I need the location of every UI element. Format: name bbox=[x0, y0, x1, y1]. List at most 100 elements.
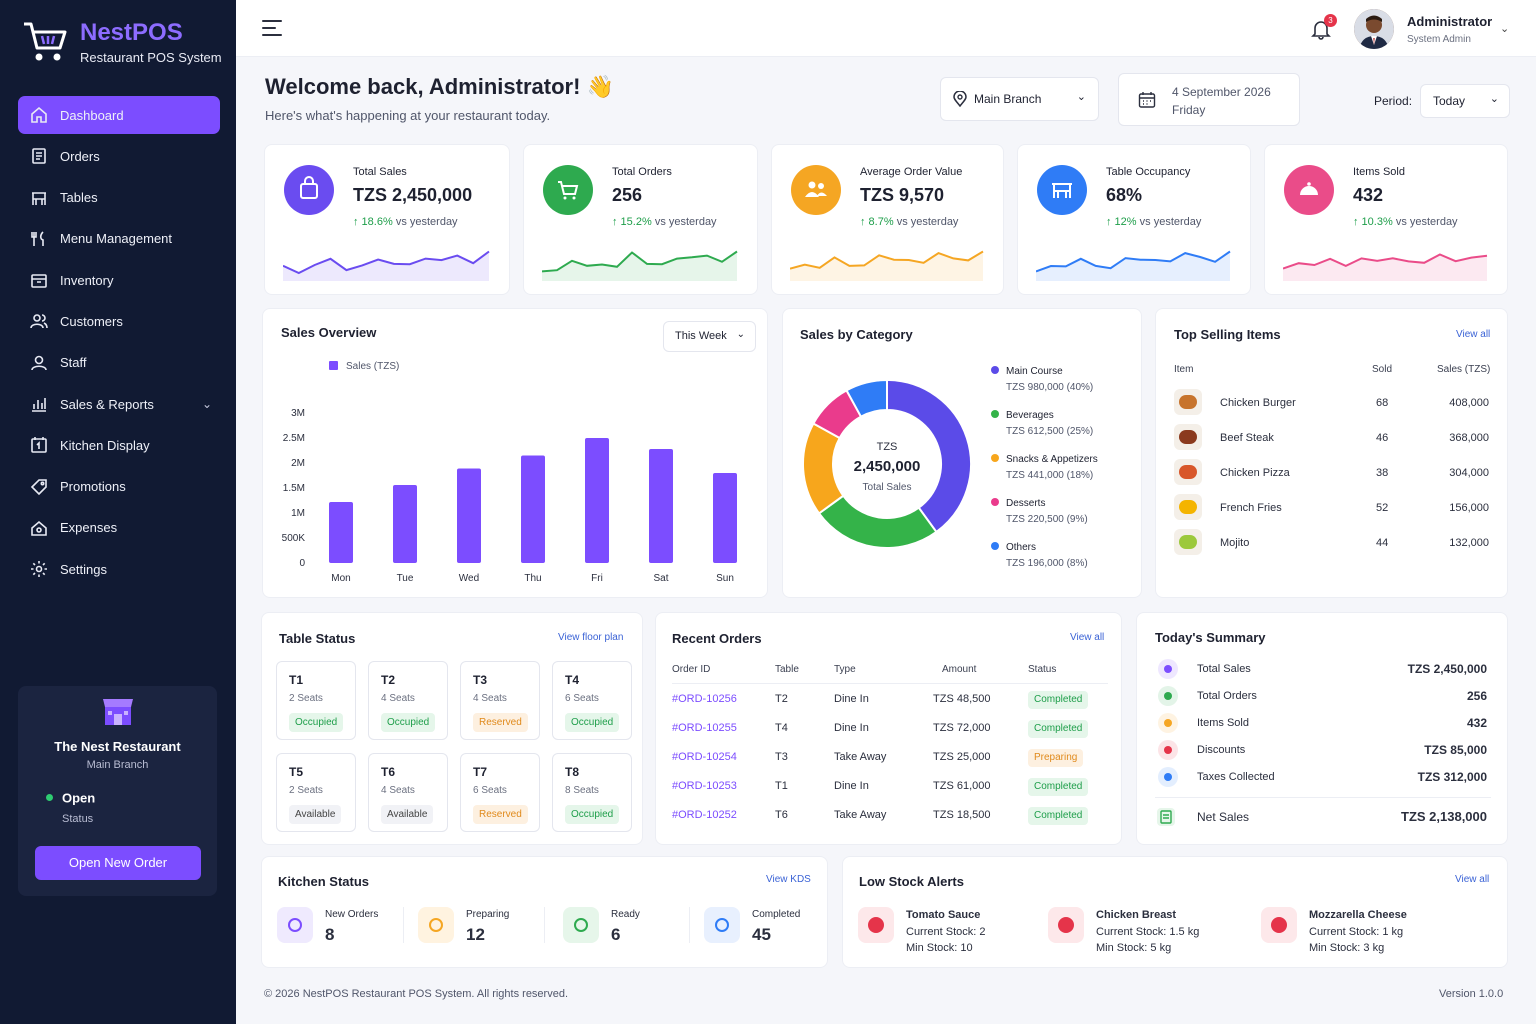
divider bbox=[403, 907, 404, 943]
table-card[interactable]: T3 4 Seats Reserved bbox=[460, 661, 540, 740]
order-amount: TZS 25,000 bbox=[933, 751, 991, 763]
sidebar-item-label: Kitchen Display bbox=[60, 437, 150, 453]
table-seats: 4 Seats bbox=[381, 785, 415, 796]
sidebar: NestPOS Restaurant POS System Dashboard … bbox=[0, 0, 236, 1024]
x-tick-label: Wed bbox=[459, 573, 479, 584]
bell-icon[interactable] bbox=[1310, 18, 1332, 40]
x-tick-label: Sat bbox=[653, 573, 668, 584]
customers-icon bbox=[30, 314, 48, 329]
top-selling-view-all-link[interactable]: View all bbox=[1456, 329, 1491, 340]
kpi-card[interactable]: Average Order Value TZS 9,570 ↑ 8.7% vs ye… bbox=[771, 144, 1004, 295]
table-card[interactable]: T7 6 Seats Reserved bbox=[460, 753, 540, 832]
donut-center-value: 2,450,000 bbox=[854, 458, 921, 475]
table-name: T6 bbox=[381, 765, 396, 779]
app-logo[interactable]: NestPOS Restaurant POS System bbox=[22, 18, 222, 65]
kpi-change-value: ↑ 10.3% bbox=[1353, 216, 1396, 228]
orders-icon bbox=[32, 148, 46, 165]
view-floor-plan-link[interactable]: View floor plan bbox=[558, 632, 624, 643]
legend-swatch bbox=[329, 361, 338, 370]
kpi-value: 432 bbox=[1353, 185, 1384, 205]
net-sales-value: TZS 2,138,000 bbox=[1401, 809, 1487, 824]
view-kds-link[interactable]: View KDS bbox=[766, 874, 811, 885]
sidebar-item-promotions[interactable]: Promotions bbox=[18, 468, 220, 506]
kpi-label: Items Sold bbox=[1353, 166, 1405, 178]
sidebar-item-orders[interactable]: Orders bbox=[18, 137, 220, 175]
sidebar-item-sales-reports[interactable]: Sales & Reports ⌄ bbox=[18, 385, 220, 423]
range-select[interactable]: This Week ⌄ bbox=[663, 321, 756, 352]
sidebar-item-settings[interactable]: Settings bbox=[18, 550, 220, 588]
item-sold: 46 bbox=[1376, 432, 1389, 444]
table-card[interactable]: T5 2 Seats Available bbox=[276, 753, 356, 832]
table-card[interactable]: T6 4 Seats Available bbox=[368, 753, 448, 832]
summary-label: Total Orders bbox=[1197, 690, 1257, 702]
kpi-value: 256 bbox=[612, 185, 643, 205]
recent-orders-view-all-link[interactable]: View all bbox=[1070, 632, 1105, 643]
warning-icon bbox=[1261, 907, 1297, 943]
y-tick-label: 2M bbox=[291, 458, 305, 469]
branch-select[interactable]: Main Branch ⌄ bbox=[940, 77, 1099, 121]
sidebar-item-expenses[interactable]: Expenses bbox=[18, 509, 220, 547]
summary-value: 432 bbox=[1466, 716, 1487, 730]
divider bbox=[689, 907, 690, 943]
period-select[interactable]: Today ⌄ bbox=[1420, 84, 1510, 118]
cart-icon bbox=[543, 165, 593, 215]
low-stock-name: Chicken Breast bbox=[1096, 909, 1177, 921]
order-id-link[interactable]: #ORD-10255 bbox=[672, 722, 737, 734]
table-name: T1 bbox=[289, 673, 304, 687]
sidebar-item-label: Tables bbox=[60, 190, 98, 206]
sidebar-item-inventory[interactable]: Inventory bbox=[18, 261, 220, 299]
store-icon bbox=[102, 699, 133, 725]
legend-dot bbox=[991, 366, 999, 374]
kpi-card[interactable]: Total Sales TZS 2,450,000 ↑ 18.6% vs yeste… bbox=[264, 144, 510, 295]
page-subtitle: Here's what's happening at your restaura… bbox=[265, 108, 551, 123]
date-picker[interactable]: 4 September 2026 Friday bbox=[1118, 73, 1300, 126]
kpi-card[interactable]: Items Sold 432 ↑ 10.3% vs yesterday bbox=[1264, 144, 1508, 295]
table-card[interactable]: T4 6 Seats Occupied bbox=[552, 661, 632, 740]
table-card[interactable]: T2 4 Seats Occupied bbox=[368, 661, 448, 740]
table-card[interactable]: T1 2 Seats Occupied bbox=[276, 661, 356, 740]
sidebar-item-dashboard[interactable]: Dashboard bbox=[18, 96, 220, 134]
order-type: Dine In bbox=[834, 780, 869, 792]
sidebar-item-label: Dashboard bbox=[60, 107, 124, 123]
column-header: Table bbox=[775, 664, 799, 675]
order-id-link[interactable]: #ORD-10256 bbox=[672, 693, 737, 705]
divider bbox=[544, 907, 545, 943]
status-badge: Completed bbox=[1028, 720, 1089, 738]
sidebar-item-label: Menu Management bbox=[60, 231, 173, 247]
sidebar-item-customers[interactable]: Customers bbox=[18, 302, 220, 340]
avatar[interactable] bbox=[1354, 9, 1394, 49]
low-stock-view-all-link[interactable]: View all bbox=[1455, 874, 1490, 885]
kpi-value: TZS 9,570 bbox=[860, 185, 945, 205]
column-header: Sold bbox=[1372, 364, 1393, 375]
order-id-link[interactable]: #ORD-10252 bbox=[672, 809, 737, 821]
status-badge: Completed bbox=[1028, 778, 1089, 796]
status-badge: Occupied bbox=[289, 713, 344, 732]
kitchen-stat-value: 12 bbox=[466, 925, 485, 944]
table-icon bbox=[1037, 165, 1087, 215]
open-new-order-button[interactable]: Open New Order bbox=[35, 846, 201, 880]
order-id-link[interactable]: #ORD-10254 bbox=[672, 751, 737, 763]
status-badge: Preparing bbox=[1028, 749, 1084, 767]
kpi-value: TZS 2,450,000 bbox=[353, 185, 473, 205]
kpi-card[interactable]: Table Occupancy 68% ↑ 12% vs yesterday bbox=[1017, 144, 1251, 295]
sidebar-item-label: Staff bbox=[60, 355, 87, 371]
table-card[interactable]: T8 8 Seats Occupied bbox=[552, 753, 632, 832]
kitchen-stat-label: Ready bbox=[611, 909, 640, 920]
sidebar-item-tables[interactable]: Tables bbox=[18, 179, 220, 217]
user-name[interactable]: Administrator bbox=[1407, 14, 1493, 29]
kpi-card[interactable]: Total Orders 256 ↑ 15.2% vs yesterday bbox=[523, 144, 758, 295]
sidebar-item-kitchen-display[interactable]: Kitchen Display bbox=[18, 426, 220, 464]
sidebar-item-label: Orders bbox=[60, 148, 100, 164]
low-stock-title: Low Stock Alerts bbox=[859, 874, 964, 889]
sidebar-item-staff[interactable]: Staff bbox=[18, 344, 220, 382]
status-badge: Completed bbox=[1028, 807, 1089, 825]
table-name: T7 bbox=[473, 765, 488, 779]
order-id-link[interactable]: #ORD-10253 bbox=[672, 780, 737, 792]
sidebar-item-menu-management[interactable]: Menu Management bbox=[18, 220, 220, 258]
table-icon bbox=[32, 191, 46, 205]
kitchen-status-title: Kitchen Status bbox=[278, 874, 370, 889]
cart-logo-icon bbox=[24, 22, 67, 61]
menu-toggle-icon[interactable] bbox=[262, 20, 282, 38]
chevron-down-icon[interactable]: ⌄ bbox=[1500, 23, 1510, 35]
kitchen-stat-label: New Orders bbox=[325, 909, 379, 920]
